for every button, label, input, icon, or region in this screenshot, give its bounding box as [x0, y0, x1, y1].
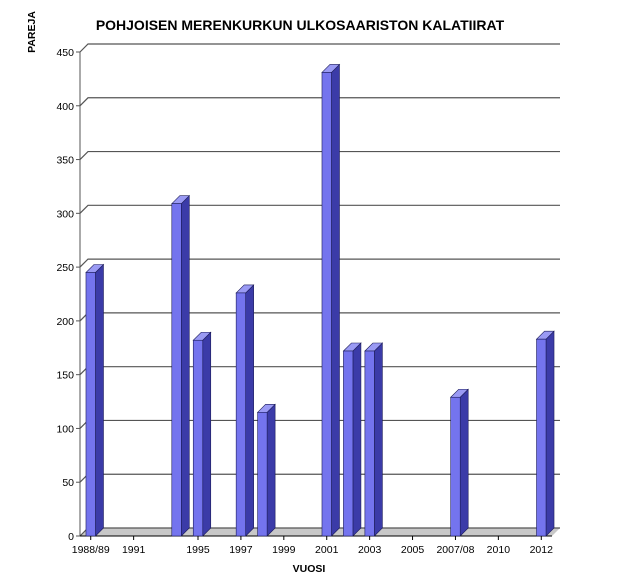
- bar-side: [459, 388, 469, 537]
- x-tick-label: 2007/08: [436, 544, 474, 556]
- bar-side: [180, 194, 190, 537]
- bar-side: [202, 331, 212, 537]
- y-axis-label: PAREJA: [26, 11, 38, 53]
- bar: [192, 331, 212, 537]
- bar-side: [266, 403, 276, 537]
- bar: [364, 342, 384, 537]
- x-tick-label: 2012: [530, 544, 554, 556]
- gridline: [79, 473, 560, 483]
- y-tick-label: 350: [56, 155, 74, 167]
- gridline: [79, 97, 560, 107]
- gridline: [79, 419, 560, 429]
- bar-face: [321, 72, 332, 537]
- bar-side: [545, 330, 555, 537]
- bars: [85, 63, 555, 537]
- gridline: [79, 258, 560, 268]
- gridline: [79, 366, 560, 376]
- bar: [535, 330, 555, 537]
- x-tick-label: 2010: [487, 544, 511, 556]
- bar-face: [192, 339, 204, 537]
- y-tick-label: 150: [56, 370, 74, 382]
- bar-side: [95, 263, 104, 537]
- gridlines: 0 50 100 150 200 250 300 350 400 450: [56, 43, 560, 543]
- chart-title: POHJOISEN MERENKURKUN ULKOSAARISTON KALA…: [96, 17, 505, 33]
- gridline: [79, 150, 560, 160]
- bar: [85, 263, 105, 537]
- gridline: [79, 43, 560, 53]
- x-tick-label: 1999: [272, 544, 296, 556]
- bar-face: [450, 396, 461, 537]
- gridline: [79, 204, 560, 214]
- x-tick-label: 2001: [315, 544, 339, 556]
- x-tick-label: 1988/89: [72, 544, 110, 556]
- bar: [256, 403, 276, 537]
- bar-face: [171, 203, 182, 537]
- bar-face: [85, 272, 96, 537]
- bar-face: [536, 338, 547, 537]
- y-tick-label: 100: [56, 423, 74, 435]
- y-tick-label: 400: [56, 101, 74, 113]
- y-tick-label: 0: [68, 531, 74, 543]
- bar-face: [343, 350, 354, 537]
- x-tick-label: 1991: [122, 544, 146, 556]
- bar-side: [374, 342, 383, 537]
- x-tick-label: 2005: [401, 544, 425, 556]
- bar-side: [245, 284, 254, 537]
- bar: [171, 194, 191, 537]
- bar: [321, 63, 341, 537]
- y-tick-label: 250: [56, 262, 74, 274]
- y-tick-label: 200: [56, 316, 74, 328]
- tick-labels: 1988/89 1991 1995 1997 1999 2001 2003 2005 2007/…: [72, 536, 553, 556]
- bar-side: [352, 342, 362, 537]
- chart-floor: [80, 528, 560, 536]
- bar: [342, 342, 362, 537]
- bar-face: [257, 412, 268, 537]
- x-tick-label: 1997: [229, 544, 253, 556]
- y-tick-label: 450: [56, 47, 74, 59]
- bar-side: [331, 63, 340, 537]
- y-tick-label: 50: [62, 477, 74, 489]
- gridline: [79, 312, 560, 322]
- bar: [449, 388, 469, 537]
- bar-face: [235, 292, 246, 537]
- bar-face: [364, 350, 375, 537]
- x-axis-label: VUOSI: [293, 563, 326, 575]
- x-tick-label: 2003: [358, 544, 382, 556]
- y-tick-label: 300: [56, 208, 74, 220]
- bar: [235, 284, 255, 537]
- x-tick-label: 1995: [186, 544, 210, 556]
